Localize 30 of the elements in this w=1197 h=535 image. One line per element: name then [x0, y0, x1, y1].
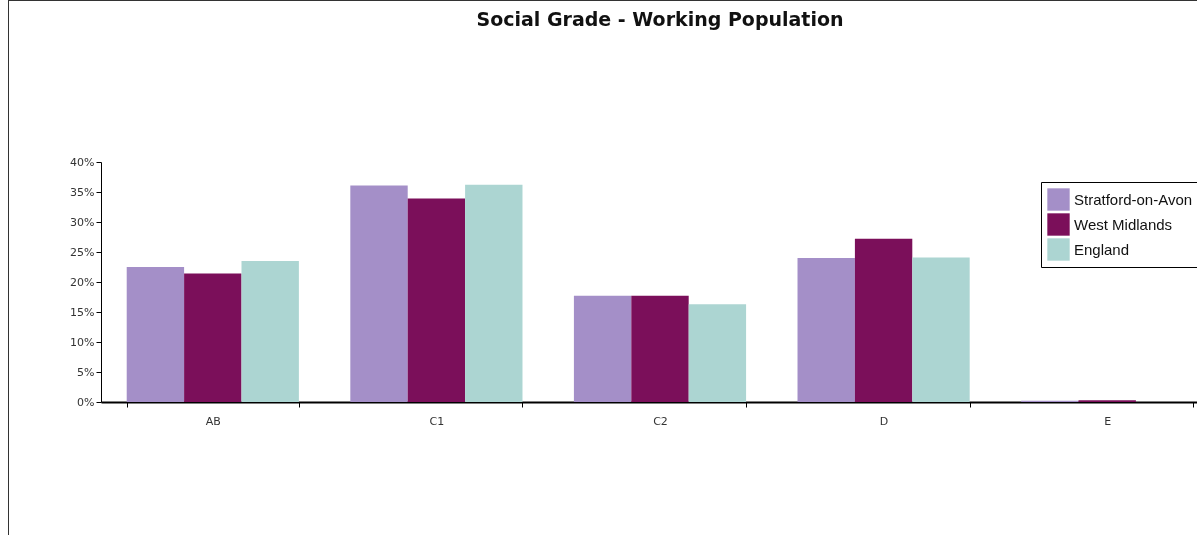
y-tick-label: 5% [77, 365, 95, 379]
bar [241, 261, 299, 402]
x-tick-label: AB [205, 414, 221, 428]
legend-label: England [1074, 240, 1130, 258]
y-tick-label: 20% [70, 275, 95, 289]
y-tick-label: 15% [70, 305, 95, 319]
y-tick-label: 25% [70, 245, 95, 259]
y-tick-label: 10% [70, 335, 95, 349]
bar [184, 273, 242, 402]
y-tick-label: 30% [70, 215, 95, 229]
bar [126, 267, 185, 402]
chart-title: Social Grade - Working Population [476, 8, 844, 30]
x-tick-label: D [879, 414, 889, 428]
bar [465, 184, 523, 402]
bar [350, 185, 408, 402]
y-tick-label: 40% [70, 155, 95, 169]
bar [688, 304, 747, 402]
bar [912, 257, 970, 402]
legend-label: Stratford-on-Avon [1074, 190, 1193, 208]
x-tick-label: C1 [429, 414, 445, 428]
bar [573, 295, 632, 402]
y-tick-label: 35% [70, 185, 95, 199]
x-tick-label: E [1104, 414, 1112, 428]
y-tick-label: 0% [77, 395, 95, 409]
bar [854, 238, 913, 402]
bar [797, 258, 855, 402]
legend-label: West Midlands [1074, 215, 1173, 233]
bar [631, 295, 689, 402]
x-tick-label: C2 [653, 414, 668, 428]
bar [407, 198, 466, 402]
